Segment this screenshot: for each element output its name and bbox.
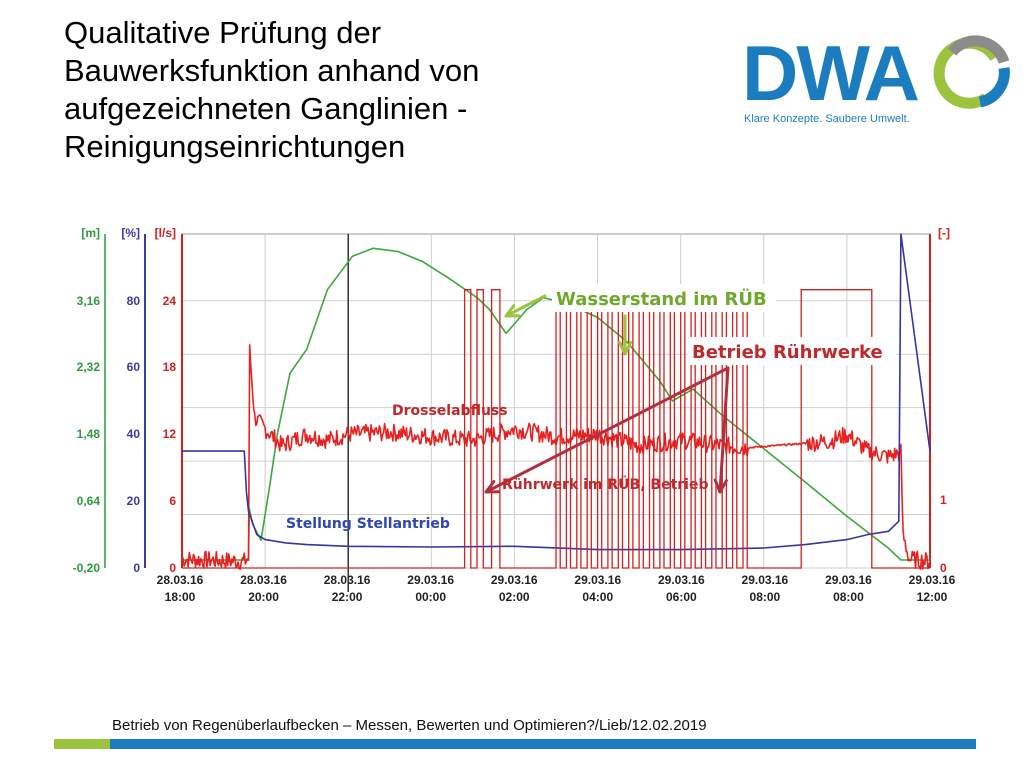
- annotation-wasserstand: Wasserstand im RÜB: [556, 288, 767, 310]
- arrow-red-left: [484, 366, 730, 494]
- logo-tagline: Klare Konzepte. Saubere Umwelt.: [744, 113, 910, 125]
- arrow-red-down: [713, 366, 730, 494]
- y-tick-label: 40: [127, 427, 141, 441]
- label-bg: [552, 284, 776, 312]
- axis-unit-percent: [%]: [121, 226, 140, 240]
- x-tick-label: 29.03.16: [658, 573, 705, 587]
- y-tick-label: 80: [127, 294, 141, 308]
- x-tick-label: 08:00: [750, 590, 781, 604]
- x-tick-label: 06:00: [666, 590, 697, 604]
- y-tick-label: 6: [169, 494, 176, 508]
- footer-bar-blue: [110, 739, 976, 749]
- x-tick-label: 20:00: [248, 590, 279, 604]
- x-tick-label: 02:00: [499, 590, 530, 604]
- logo-wordmark: DWA: [742, 29, 919, 117]
- arrow-head: [484, 480, 501, 494]
- y-tick-label: 0,64: [77, 494, 101, 508]
- annotation-ruehrwerke: Betrieb Rührwerke: [692, 342, 883, 363]
- y-tick-label: 2,32: [77, 360, 101, 374]
- x-tick-label: 28.03.16: [240, 573, 287, 587]
- y-tick-label: -0,20: [73, 561, 101, 575]
- x-tick-label: 29.03.16: [574, 573, 621, 587]
- y-tick-label: 60: [127, 360, 141, 374]
- annotation-ruehrwerk-betrieb: Rührwerk im RÜB, Betrieb: [502, 475, 709, 493]
- arrow-shaft: [484, 366, 730, 494]
- axis-unit-level: [m]: [81, 226, 100, 240]
- dwa-logo: DWA Klare Konzepte. Saubere Umwelt.: [742, 29, 1010, 125]
- y-tick-label: 1,48: [77, 427, 101, 441]
- arrow-head: [713, 478, 728, 494]
- slide-title: Qualitative Prüfung der Bauwerksfunktion…: [64, 14, 704, 166]
- arrow-green-down: [617, 314, 633, 356]
- x-tick-label: 29.03.16: [407, 573, 454, 587]
- x-tick-label: 28.03.16: [324, 573, 371, 587]
- y-tick-label: 18: [163, 360, 177, 374]
- y-tick-label: 0: [169, 561, 176, 575]
- y-tick-label: 0: [133, 561, 140, 575]
- x-tick-label: 08:00: [833, 590, 864, 604]
- axis-unit-flow: [l/s]: [155, 226, 176, 240]
- x-tick-label: 04:00: [582, 590, 613, 604]
- y-tick-label: 0: [940, 561, 947, 575]
- axis-unit-state: [-]: [938, 226, 950, 240]
- series-line-stellantrieb: [182, 233, 931, 551]
- arrow-green-diagonal: [504, 294, 547, 318]
- x-tick-label: 29.03.16: [825, 573, 872, 587]
- arrow-shaft: [718, 366, 730, 494]
- title-line: Qualitative Prüfung der: [64, 15, 382, 50]
- arrow-shaft: [504, 294, 547, 318]
- y-tick-label: 12: [163, 427, 177, 441]
- logo-ring-icon: [933, 35, 1010, 109]
- title-line: aufgezeichneten Ganglinien -: [64, 91, 468, 126]
- arrow-head: [617, 340, 633, 356]
- label-bg: [688, 337, 896, 365]
- title-line: Reinigungseinrichtungen: [64, 129, 406, 164]
- y-tick-label: 24: [163, 294, 177, 308]
- y-tick-label: 20: [127, 494, 141, 508]
- y-tick-label: 1: [940, 493, 947, 507]
- x-tick-label: 29.03.16: [909, 573, 956, 587]
- annotation-drossel: Drosselabfluss: [392, 403, 508, 419]
- x-tick-label: 28.03.16: [157, 573, 204, 587]
- arrow-head: [504, 304, 521, 318]
- x-tick-label: 00:00: [415, 590, 446, 604]
- y-tick-label: 3,16: [77, 294, 101, 308]
- footer-bar-green: [54, 739, 110, 749]
- footer-text: Betrieb von Regenüberlaufbecken – Messen…: [112, 717, 707, 734]
- series-line-wasserstand: [182, 247, 930, 561]
- annotation-stellantrieb: Stellung Stellantrieb: [286, 516, 450, 532]
- x-tick-label: 29.03.16: [742, 573, 789, 587]
- hydrograph-chart: [m]3,162,321,480,64-0,20[%]806040200[l/s…: [73, 226, 956, 604]
- x-tick-label: 22:00: [332, 590, 363, 604]
- title-line: Bauwerksfunktion anhand von: [64, 53, 480, 88]
- x-tick-label: 18:00: [165, 590, 196, 604]
- x-tick-label: 12:00: [917, 590, 948, 604]
- x-tick-label: 29.03.16: [491, 573, 538, 587]
